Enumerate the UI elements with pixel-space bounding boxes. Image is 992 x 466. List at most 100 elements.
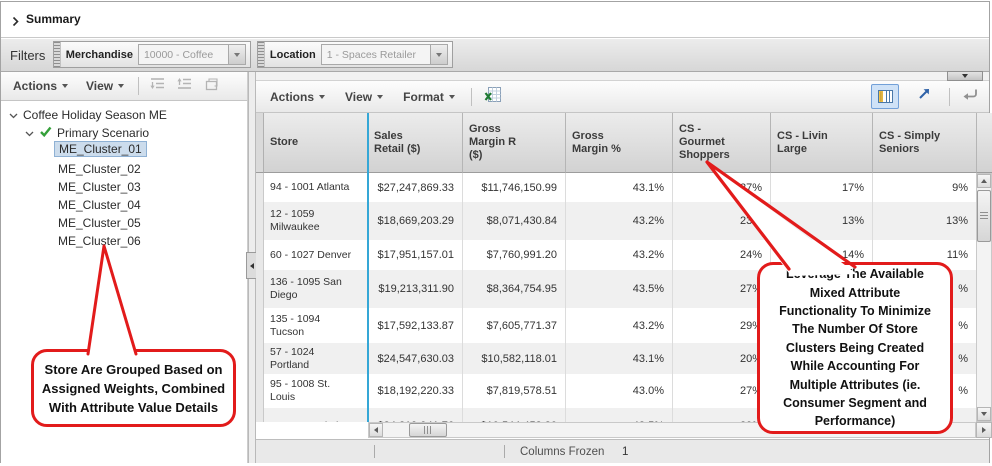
cell-store: 7 - 1054 Duluth bbox=[264, 408, 368, 422]
tree-node-cluster-selected[interactable]: ME_Cluster_01 bbox=[54, 140, 147, 158]
collapse-left-icon bbox=[249, 262, 254, 269]
toolbar-separator bbox=[138, 77, 140, 95]
col-header-gross-margin-r[interactable]: Gross Margin R ($) bbox=[463, 113, 566, 173]
cell-gmp: 43.1% bbox=[566, 173, 673, 202]
right-panel-top-strip bbox=[256, 72, 989, 81]
table-actions-menu[interactable]: Actions bbox=[266, 90, 329, 104]
tree-actions-menu[interactable]: Actions bbox=[9, 79, 72, 93]
columns-frozen-label: Columns Frozen bbox=[520, 446, 605, 458]
menu-caret-icon bbox=[448, 94, 455, 99]
scroll-down-button[interactable] bbox=[977, 407, 991, 421]
scroll-right-icon bbox=[982, 427, 986, 433]
cell-simply: % bbox=[958, 283, 968, 295]
thumb-grip-icon bbox=[980, 212, 988, 220]
tree-node-cluster[interactable]: ME_Cluster_03 bbox=[58, 180, 141, 194]
row-gutter-header bbox=[256, 113, 264, 173]
filter-group-merchandise: Merchandise 10000 - Coffee bbox=[53, 41, 251, 68]
cell-gmr: $11,746,150.99 bbox=[463, 173, 566, 202]
col-header-cs-gourmet[interactable]: CS - Gourmet Shoppers bbox=[673, 113, 771, 173]
show-as-top-icon[interactable] bbox=[203, 77, 220, 96]
table-header: Store Sales Retail ($) Gross Margin R ($… bbox=[256, 113, 976, 173]
panel-collapse-button[interactable] bbox=[947, 71, 983, 81]
vertical-scroll-thumb[interactable] bbox=[977, 190, 991, 242]
scroll-up-button[interactable] bbox=[977, 174, 991, 188]
collapse-down-icon bbox=[962, 74, 968, 78]
cell-gmr: $7,760,991.20 bbox=[463, 240, 566, 270]
chevron-down-icon[interactable] bbox=[9, 106, 18, 124]
drag-handle-icon[interactable] bbox=[258, 42, 265, 67]
cell-simply: 9% bbox=[952, 181, 968, 194]
scroll-right-button[interactable] bbox=[976, 422, 992, 438]
vertical-scrollbar[interactable] bbox=[976, 173, 992, 422]
cell-simply: % bbox=[958, 385, 968, 397]
scroll-up-icon bbox=[981, 179, 987, 183]
cell-gmp: 43.2% bbox=[566, 240, 673, 270]
drag-handle-icon[interactable] bbox=[54, 42, 61, 67]
col-header-gross-margin-pct[interactable]: Gross Margin % bbox=[566, 113, 673, 173]
cell-store: 135 - 1094 Tucson bbox=[264, 308, 368, 343]
cell-sales: $24,219,941.76 bbox=[368, 408, 463, 422]
tree-node-cluster[interactable]: ME_Cluster_02 bbox=[58, 162, 141, 176]
dropdown-arrow-icon[interactable] bbox=[228, 45, 245, 64]
table-status-bar: Columns Frozen 1 bbox=[256, 439, 989, 463]
merchandise-select[interactable]: 10000 - Coffee bbox=[137, 44, 246, 65]
col-header-cs-simply[interactable]: CS - Simply Seniors bbox=[873, 113, 976, 173]
tree-node-root[interactable]: Coffee Holiday Season ME bbox=[9, 106, 167, 124]
header-scrollbar-stub bbox=[976, 113, 992, 173]
cell-gmp: 43.2% bbox=[566, 308, 673, 343]
table-row[interactable]: 94 - 1001 Atlanta $27,247,869.33 $11,746… bbox=[256, 173, 976, 202]
toolbar-separator bbox=[949, 87, 950, 106]
menu-caret-icon bbox=[62, 84, 69, 88]
go-up-icon[interactable] bbox=[176, 77, 193, 95]
cell-gmr: $10,582,118.01 bbox=[463, 343, 566, 374]
cell-gourmet: 23% bbox=[673, 202, 771, 240]
cell-livin: 17% bbox=[771, 173, 873, 202]
export-to-excel-icon[interactable] bbox=[484, 86, 502, 108]
cell-simply: 11% bbox=[946, 249, 968, 261]
cell-livin: 13% bbox=[771, 202, 873, 240]
callout-right: Leverage The Available Mixed Attribute F… bbox=[757, 262, 953, 434]
check-icon bbox=[39, 124, 52, 142]
frozen-column-divider[interactable] bbox=[367, 113, 369, 422]
table-view-menu[interactable]: View bbox=[341, 90, 387, 104]
cell-sales: $19,213,311.90 bbox=[368, 270, 463, 308]
filter-group-location: Location 1 - Spaces Retailer bbox=[257, 41, 453, 68]
cell-simply: % bbox=[958, 352, 968, 365]
menu-caret-icon bbox=[319, 94, 326, 99]
chevron-down-icon[interactable] bbox=[25, 124, 34, 142]
go-to-icon[interactable] bbox=[962, 88, 979, 106]
cell-gmr: $7,605,771.37 bbox=[463, 308, 566, 343]
table-format-menu[interactable]: Format bbox=[399, 90, 459, 104]
toolbar-separator bbox=[470, 87, 472, 106]
col-header-cs-livin[interactable]: CS - Livin Large bbox=[771, 113, 873, 173]
tree-node-cluster[interactable]: ME_Cluster_06 bbox=[58, 234, 141, 248]
horizontal-scroll-thumb[interactable] bbox=[409, 423, 447, 437]
cell-sales: $18,669,203.29 bbox=[368, 202, 463, 240]
cell-gmr: $10,544,453.30 bbox=[463, 408, 566, 422]
location-select[interactable]: 1 - Spaces Retailer bbox=[320, 44, 448, 65]
scroll-left-button[interactable] bbox=[369, 423, 383, 437]
location-label: Location bbox=[269, 48, 316, 61]
go-to-top-icon[interactable] bbox=[149, 77, 166, 95]
freeze-columns-toggle[interactable] bbox=[871, 84, 899, 109]
table-row[interactable]: 12 - 1059 Milwaukee $18,669,203.29 $8,07… bbox=[256, 202, 976, 240]
tree-node-cluster[interactable]: ME_Cluster_04 bbox=[58, 198, 141, 212]
col-header-store[interactable]: Store bbox=[264, 113, 368, 173]
cell-gmp: 43.1% bbox=[566, 343, 673, 374]
summary-disclosure-icon[interactable] bbox=[12, 14, 19, 32]
cell-gourmet: 27% bbox=[673, 173, 771, 202]
col-header-sales-retail[interactable]: Sales Retail ($) bbox=[368, 113, 463, 173]
tree-node-cluster[interactable]: ME_Cluster_05 bbox=[58, 216, 141, 230]
page-title: Summary bbox=[26, 12, 81, 26]
cell-sales: $17,951,157.01 bbox=[368, 240, 463, 270]
cell-gmp: 43.2% bbox=[566, 202, 673, 240]
scroll-left-icon bbox=[374, 427, 378, 433]
detach-icon[interactable] bbox=[911, 87, 937, 106]
cell-gmr: $7,819,578.51 bbox=[463, 374, 566, 408]
dropdown-arrow-icon[interactable] bbox=[430, 45, 447, 64]
menu-caret-icon bbox=[118, 84, 125, 88]
tree-view-menu[interactable]: View bbox=[82, 79, 128, 93]
tree-node-scenario[interactable]: Primary Scenario bbox=[25, 124, 149, 142]
columns-frozen-value: 1 bbox=[622, 446, 629, 458]
